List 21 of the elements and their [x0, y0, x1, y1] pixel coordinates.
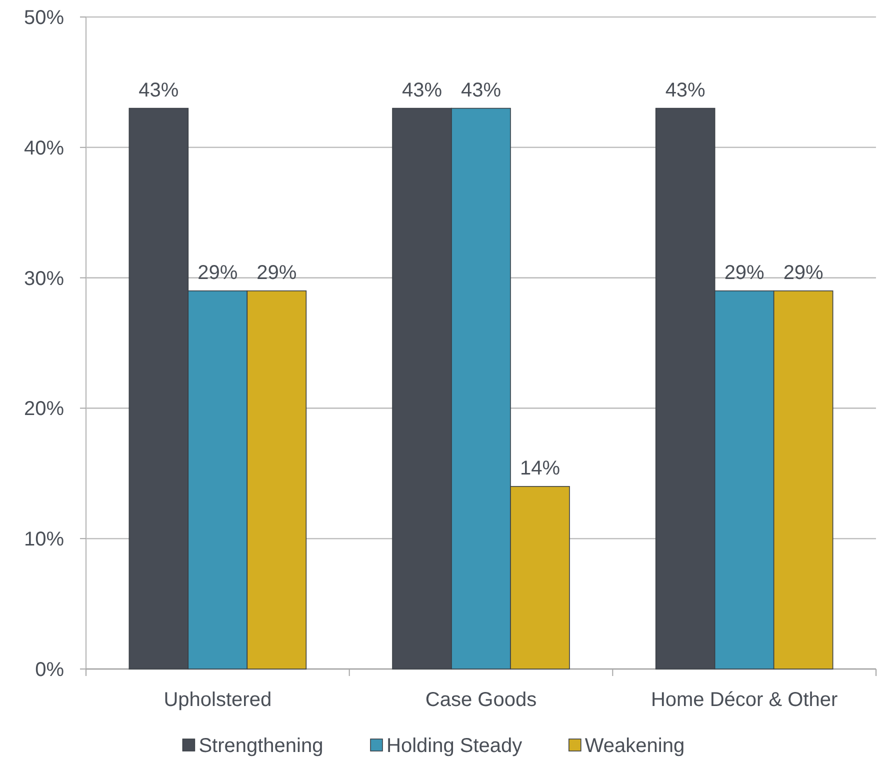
y-tick-label: 30%	[24, 268, 64, 290]
text: 43%	[460, 79, 502, 102]
legend-label: Holding Steady	[386, 735, 522, 757]
legend-label: Weakening	[584, 735, 685, 757]
text: 29%	[198, 262, 238, 284]
y-tick-label: 50%	[24, 7, 64, 29]
text: 29%	[256, 262, 297, 284]
x-tick-label: Home Décor & Other	[650, 689, 838, 711]
text: 14%	[520, 457, 560, 480]
y-tick-label: 10%	[24, 528, 64, 551]
y-tick-label: 20%	[24, 398, 64, 420]
text: 43%	[665, 79, 706, 102]
text: 29%	[783, 262, 824, 284]
y-tick-label: 40%	[24, 137, 64, 160]
y-tick-label: 0%	[35, 659, 64, 681]
text: 43%	[138, 79, 179, 102]
legend-label: Strengthening	[198, 735, 324, 757]
x-tick-label: Case Goods	[425, 689, 537, 711]
text: 29%	[724, 262, 764, 284]
text: 43%	[402, 79, 442, 102]
x-tick-label: Upholstered	[164, 689, 272, 711]
